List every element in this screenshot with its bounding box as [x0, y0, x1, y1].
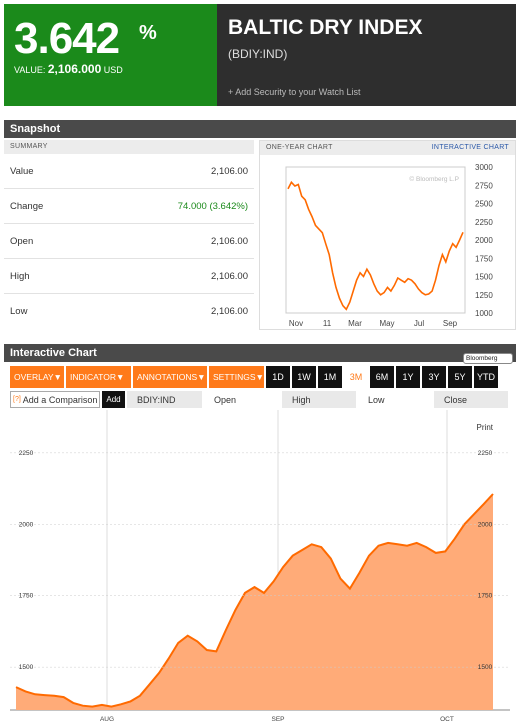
high-field: High: [282, 391, 356, 408]
summary-header: SUMMARY: [4, 140, 254, 154]
low-field: Low: [358, 391, 432, 408]
security-header: 3.642 % VALUE: 2,106.000 USD BALTIC DRY …: [4, 4, 516, 106]
summary-value: 2,106.00: [211, 270, 248, 282]
x-tick-label: 11: [323, 319, 332, 328]
ticker-field: BDIY:IND: [127, 391, 202, 408]
chart-watermark: © Bloomberg L.P: [409, 175, 459, 183]
interactive-chart-link[interactable]: INTERACTIVE CHART: [431, 144, 509, 151]
x-tick-label: May: [379, 319, 394, 328]
summary-row: Open 2,106.00: [4, 224, 254, 259]
range-1m[interactable]: 1M: [318, 366, 342, 388]
y-tick-label-left: 2250: [19, 450, 34, 457]
help-icon[interactable]: [?]: [13, 396, 21, 403]
summary-row: High 2,106.00: [4, 259, 254, 294]
snapshot-title: Snapshot: [4, 120, 516, 138]
y-tick-label-left: 2000: [19, 521, 34, 528]
y-tick-label-left: 1750: [19, 593, 34, 600]
summary-value: 74.000 (3.642%): [177, 200, 248, 212]
summary-row: Change 74.000 (3.642%): [4, 189, 254, 224]
x-tick-label: Nov: [289, 319, 303, 328]
x-tick-label: Mar: [348, 319, 362, 328]
series-line: [15, 493, 494, 708]
comparison-placeholder: Add a Comparison: [22, 394, 98, 405]
plot-area: [285, 166, 466, 314]
overlay-menu[interactable]: OVERLAY ▼: [10, 366, 64, 388]
y-tick-label-right: 1500: [478, 664, 493, 671]
x-tick-label: SEP: [271, 716, 284, 723]
security-title: BALTIC DRY INDEX: [228, 16, 423, 39]
comparison-row: [?] Add a Comparison Add BDIY:IND Open H…: [10, 391, 510, 408]
one-year-chart-label: ONE-YEAR CHART: [266, 144, 333, 151]
summary-row: Value 2,106.00: [4, 154, 254, 189]
percent-sign: %: [139, 22, 157, 44]
close-field: Close: [434, 391, 508, 408]
y-tick-label: 3000: [475, 163, 493, 172]
change-panel: 3.642 % VALUE: 2,106.000 USD: [4, 4, 217, 106]
interactive-chart[interactable]: AUG SEP OCT Print 1500 1500 1750 1750 2000 2000 22…: [10, 410, 510, 724]
annotations-menu[interactable]: ANNOTATIONS ▼: [133, 366, 207, 388]
y-tick-label-left: 1500: [19, 664, 34, 671]
open-field: Open: [204, 391, 280, 408]
y-tick-label: 1250: [475, 291, 493, 300]
summary-label: Value: [10, 165, 34, 177]
range-1d[interactable]: 1D: [266, 366, 290, 388]
y-tick-label-right: 2000: [478, 521, 493, 528]
interactive-chart-title: Interactive Chart: [4, 344, 516, 362]
y-tick-label: 2500: [475, 200, 493, 209]
bloomberg-tag: Bloomberg: [463, 353, 513, 364]
value-label: VALUE:: [14, 65, 46, 75]
chart-toolbar: OVERLAY ▼ INDICATOR ▼ ANNOTATIONS ▼ SETTING…: [10, 366, 510, 388]
one-year-chart-panel: ONE-YEAR CHART INTERACTIVE CHART © Bloom…: [259, 140, 516, 330]
range-6m[interactable]: 6M: [370, 366, 394, 388]
x-tick-label: AUG: [100, 716, 114, 723]
range-3m[interactable]: 3M: [344, 366, 368, 388]
value-line: VALUE: 2,106.000 USD: [14, 62, 123, 76]
series-line: [287, 180, 464, 311]
y-tick-label-right: 2250: [478, 450, 493, 457]
x-tick-label: Jul: [414, 319, 424, 328]
range-ytd[interactable]: YTD: [474, 366, 498, 388]
x-tick-label: OCT: [440, 716, 454, 723]
summary-label: High: [10, 270, 30, 282]
print-link: Print: [477, 423, 494, 432]
settings-menu[interactable]: SETTINGS ▼: [209, 366, 264, 388]
y-tick-label: 1750: [475, 254, 493, 263]
y-tick-label: 2250: [475, 218, 493, 227]
y-tick-label: 2750: [475, 181, 493, 190]
title-panel: BALTIC DRY INDEX (BDIY:IND) + Add Securi…: [217, 4, 516, 106]
value-number: 2,106.000: [47, 62, 102, 76]
comparison-input[interactable]: [?] Add a Comparison: [10, 391, 100, 408]
range-5y[interactable]: 5Y: [448, 366, 472, 388]
y-tick-label: 1000: [475, 309, 493, 318]
range-1w[interactable]: 1W: [292, 366, 316, 388]
add-watchlist-link[interactable]: + Add Security to your Watch List: [228, 87, 361, 97]
summary-value: 2,106.00: [211, 165, 248, 177]
x-tick-label: Sep: [443, 319, 458, 328]
currency: USD: [103, 65, 123, 75]
one-year-chart: © Bloomberg L.P 3000 2750 2500 2250 2000 1750 1…: [285, 163, 493, 328]
summary-value: 2,106.00: [211, 235, 248, 247]
indicator-menu[interactable]: INDICATOR ▼: [66, 366, 131, 388]
y-tick-label: 2000: [475, 236, 493, 245]
range-3y[interactable]: 3Y: [422, 366, 446, 388]
security-ticker: (BDIY:IND): [228, 47, 288, 61]
range-1y[interactable]: 1Y: [396, 366, 420, 388]
summary-row: Low 2,106.00: [4, 294, 254, 329]
summary-value: 2,106.00: [211, 306, 248, 317]
summary-label: Low: [10, 306, 28, 317]
summary-label: Change: [10, 200, 44, 212]
percent-change: 3.642: [14, 14, 120, 63]
y-tick-label: 1500: [475, 273, 493, 282]
summary-label: Open: [10, 235, 34, 247]
add-comparison-button[interactable]: Add: [102, 391, 125, 408]
summary-panel: SUMMARY Value 2,106.00 Change 74.000 (3.642…: [4, 140, 254, 330]
y-tick-label-right: 1750: [478, 593, 493, 600]
series-area: [16, 494, 493, 710]
